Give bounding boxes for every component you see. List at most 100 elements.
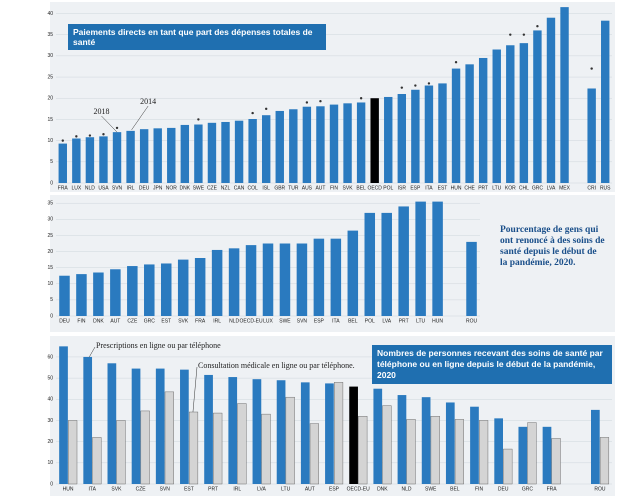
bar <box>180 369 189 484</box>
y-tick-label: 40 <box>47 397 53 403</box>
bar <box>153 128 162 183</box>
x-tick-label: GRC <box>522 486 534 492</box>
x-tick-label: FRA <box>195 318 206 324</box>
bar <box>551 438 561 485</box>
x-tick-label: ROU <box>594 486 606 492</box>
bar <box>518 426 528 484</box>
y-tick-label: 15 <box>47 117 53 123</box>
bar <box>107 363 117 484</box>
chart-title: Paiements directs en tant que part des d… <box>68 24 326 50</box>
bar <box>300 382 310 484</box>
bar <box>76 274 87 316</box>
bar <box>466 241 477 316</box>
bar <box>275 110 284 183</box>
marker <box>102 133 105 136</box>
bar <box>370 98 379 183</box>
x-tick-label: USA <box>98 185 109 191</box>
bar <box>213 412 223 485</box>
x-tick-label: CAN <box>234 185 245 191</box>
marker <box>319 100 322 103</box>
x-tick-label: HUN <box>451 185 462 191</box>
bar <box>248 119 257 183</box>
x-tick-label: RUS <box>600 185 611 191</box>
bar <box>343 103 352 183</box>
bar <box>334 382 344 485</box>
annotation-line <box>89 346 96 358</box>
bar <box>445 402 455 484</box>
y-tick-label: 5 <box>50 297 53 303</box>
marker <box>414 84 417 87</box>
marker <box>536 24 539 28</box>
bar <box>373 388 383 484</box>
chart-title: Pourcentage de gens qui ont renoncé à de… <box>500 225 605 268</box>
bar <box>99 136 108 183</box>
bar <box>59 346 68 484</box>
marker <box>400 86 404 89</box>
x-tick-label: DNK <box>93 318 104 324</box>
bar <box>492 49 501 183</box>
x-tick-label: ITA <box>332 318 340 324</box>
x-tick-label: AUS <box>302 185 313 191</box>
marker <box>75 135 78 138</box>
bar <box>180 124 190 183</box>
bar <box>285 396 295 485</box>
bar <box>381 212 392 316</box>
x-tick-label: GRC <box>532 185 544 191</box>
bar <box>302 106 312 183</box>
x-tick-label: SVK <box>111 486 122 492</box>
x-tick-label: CHE <box>464 185 475 191</box>
bar <box>83 356 93 484</box>
bar <box>59 275 70 316</box>
bar <box>560 7 569 183</box>
bar <box>415 201 426 316</box>
x-tick-label: PRT <box>478 185 488 191</box>
bar <box>438 83 447 183</box>
bar <box>237 403 247 485</box>
bar <box>587 88 596 183</box>
x-tick-label: PRT <box>399 318 409 324</box>
marker <box>305 101 309 104</box>
y-tick-label: 0 <box>50 481 53 487</box>
bar <box>356 102 366 183</box>
x-tick-label: ROU <box>466 318 478 324</box>
x-tick-label: FRA <box>547 486 558 492</box>
y-tick-label: 35 <box>47 201 53 207</box>
bar <box>432 201 443 316</box>
bar <box>279 243 291 316</box>
x-tick-label: GRC <box>144 318 156 324</box>
x-tick-label: DEU <box>139 185 150 191</box>
y-tick-label: 25 <box>47 74 53 80</box>
x-tick-label: BEL <box>356 185 366 191</box>
x-tick-label: ITA <box>425 185 433 191</box>
bar <box>93 272 104 316</box>
x-tick-label: HUN <box>432 318 443 324</box>
bar <box>430 416 440 485</box>
x-tick-label: DNK <box>377 486 388 492</box>
bar <box>207 122 217 183</box>
x-tick-label: GBR <box>274 185 285 191</box>
bar <box>349 386 358 484</box>
bar <box>411 89 420 183</box>
annotation: 2014 <box>140 97 156 106</box>
x-tick-label: FIN <box>77 318 85 324</box>
bar <box>131 368 141 484</box>
y-tick-label: 10 <box>47 138 53 144</box>
bar <box>542 426 552 484</box>
x-tick-label: POL <box>365 318 375 324</box>
bar <box>519 43 529 184</box>
bar <box>261 413 271 485</box>
annotation: Prescriptions en ligne ou par téléphone <box>96 341 221 350</box>
marker <box>522 33 526 36</box>
bar <box>470 406 479 484</box>
y-tick-label: 20 <box>47 96 53 102</box>
bar <box>164 391 174 485</box>
bar <box>451 68 461 183</box>
x-tick-label: NLD <box>85 185 95 191</box>
x-tick-label: TUR <box>288 185 299 191</box>
x-tick-label: IRL <box>213 318 221 324</box>
x-tick-label: CRI <box>587 185 596 191</box>
bar <box>139 129 149 183</box>
marker <box>590 67 593 70</box>
bar <box>296 243 308 316</box>
x-tick-label: FIN <box>475 486 483 492</box>
